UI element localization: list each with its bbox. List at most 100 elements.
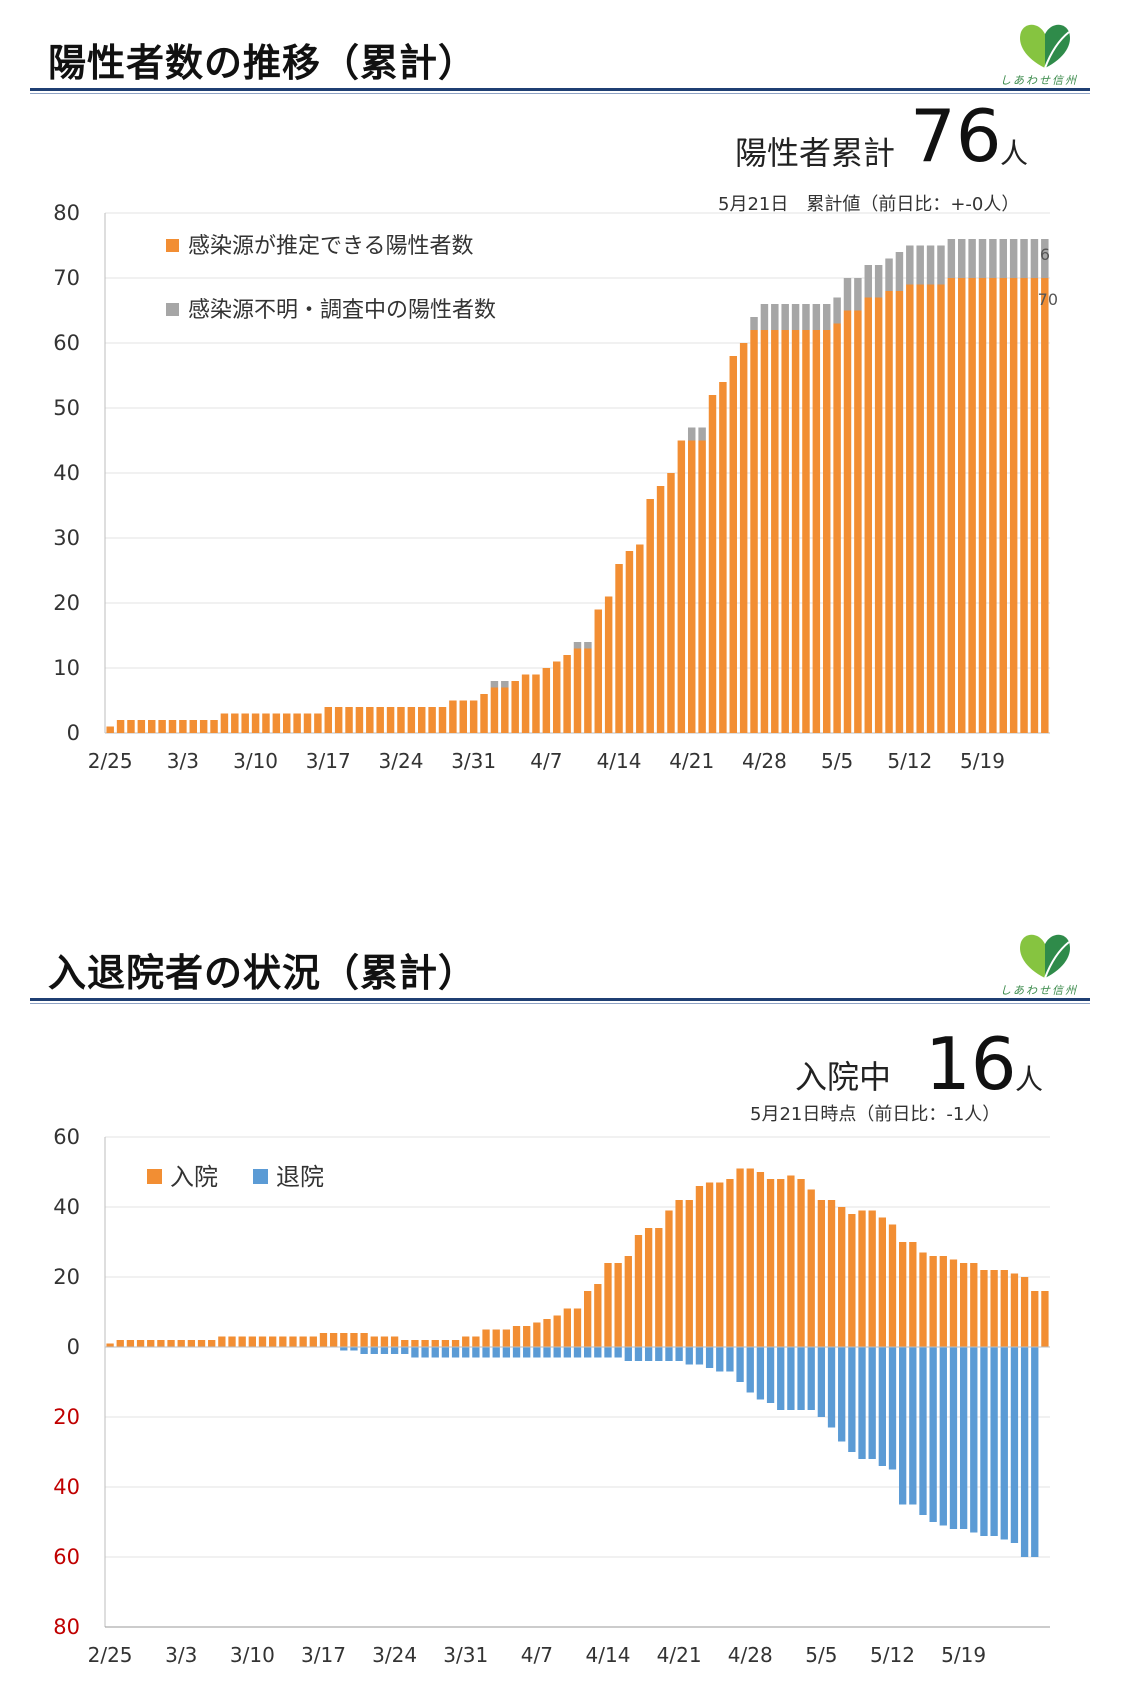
bar-hospitalized xyxy=(594,1284,602,1347)
bar-discharged xyxy=(980,1347,988,1536)
bar-discharged xyxy=(350,1347,358,1351)
bar-unknown-source xyxy=(750,317,758,330)
bar-hospitalized xyxy=(299,1336,307,1347)
data-label-known-last: 70 xyxy=(1038,290,1058,309)
bar-discharged xyxy=(472,1347,480,1358)
bar-discharged xyxy=(838,1347,846,1442)
page-title: 陽性者数の推移（累計） xyxy=(48,41,478,85)
x-tick-label: 4/7 xyxy=(530,749,562,773)
bar-known-source xyxy=(771,330,779,733)
bar-hospitalized xyxy=(482,1329,490,1347)
bar-unknown-source xyxy=(573,642,582,649)
bar-known-source xyxy=(293,713,301,733)
bar-known-source xyxy=(1030,278,1039,733)
bar-unknown-source xyxy=(989,239,997,278)
bar-discharged xyxy=(533,1347,541,1358)
bar-hospitalized xyxy=(716,1182,724,1347)
bar-unknown-source xyxy=(843,278,852,311)
bar-hospitalized xyxy=(502,1329,511,1347)
bar-unknown-source xyxy=(760,304,769,330)
bar-discharged xyxy=(888,1347,897,1470)
bar-hospitalized xyxy=(634,1235,643,1347)
bar-hospitalized xyxy=(451,1340,460,1347)
cumulative-unit: 人 xyxy=(1000,137,1029,170)
bar-hospitalized xyxy=(167,1340,175,1347)
bar-discharged xyxy=(858,1347,866,1459)
data-label-unknown-last: 6 xyxy=(1040,245,1050,264)
bar-discharged xyxy=(919,1347,927,1515)
bar-hospitalized xyxy=(309,1336,317,1347)
bar-hospitalized xyxy=(766,1179,775,1347)
bar-hospitalized xyxy=(980,1270,988,1347)
y-tick-label: 30 xyxy=(53,526,80,550)
inpatient-unit: 人 xyxy=(1015,1063,1044,1096)
bar-discharged xyxy=(766,1347,775,1403)
bar-unknown-source xyxy=(490,681,499,688)
bar-discharged xyxy=(360,1347,368,1354)
x-tick-label: 3/24 xyxy=(372,1643,417,1667)
bar-unknown-source xyxy=(1030,239,1039,278)
bar-hospitalized xyxy=(970,1263,978,1347)
bar-discharged xyxy=(655,1347,663,1361)
bar-hospitalized xyxy=(726,1179,734,1347)
x-tick-label: 3/3 xyxy=(167,749,199,773)
bar-known-source xyxy=(1009,278,1018,733)
bar-known-source xyxy=(386,707,395,733)
bar-discharged xyxy=(970,1347,978,1533)
bar-known-source xyxy=(906,284,914,733)
bar-hospitalized xyxy=(939,1256,947,1347)
bar-hospitalized xyxy=(390,1336,399,1347)
bar-hospitalized xyxy=(157,1340,165,1347)
legend-label-known: 感染源が推定できる陽性者数 xyxy=(188,234,474,259)
bar-hospitalized xyxy=(736,1168,744,1347)
leaf-logo-icon-2 xyxy=(1015,928,1075,984)
bar-discharged xyxy=(848,1347,856,1452)
bar-known-source xyxy=(822,330,831,733)
bar-known-source xyxy=(584,648,592,733)
bar-unknown-source xyxy=(874,265,883,298)
bar-discharged xyxy=(462,1347,470,1358)
bar-known-source xyxy=(791,330,800,733)
bar-known-source xyxy=(926,284,935,733)
bar-known-source xyxy=(573,648,582,733)
bar-hospitalized xyxy=(106,1343,114,1347)
bar-known-source xyxy=(916,284,924,733)
y-tick-label: 20 xyxy=(53,1405,80,1429)
y-tick-label: 60 xyxy=(53,1125,80,1149)
y-tick-label: 50 xyxy=(53,396,80,420)
bar-discharged xyxy=(431,1347,439,1358)
bar-discharged xyxy=(1010,1347,1019,1543)
x-tick-label: 5/5 xyxy=(805,1643,837,1667)
bar-known-source xyxy=(324,707,333,733)
bar-discharged xyxy=(899,1347,907,1505)
title-divider-thin-2 xyxy=(30,1003,1090,1004)
bar-discharged xyxy=(675,1347,683,1361)
bar-discharged xyxy=(959,1347,968,1529)
bar-known-source xyxy=(480,694,488,733)
bar-hospitalized xyxy=(563,1308,571,1347)
inpatient-label: 入院中 xyxy=(795,1058,892,1096)
bar-hospitalized xyxy=(899,1242,907,1347)
bar-hospitalized xyxy=(269,1336,277,1347)
bar-discharged xyxy=(990,1347,998,1536)
bar-discharged xyxy=(726,1347,734,1372)
bar-known-source xyxy=(677,440,686,733)
bar-discharged xyxy=(827,1347,836,1428)
bar-known-source xyxy=(137,720,146,733)
bar-unknown-source xyxy=(1020,239,1028,278)
bar-known-source xyxy=(812,330,821,733)
logo-caption: しあわせ信州 xyxy=(1000,74,1078,87)
bar-known-source xyxy=(521,674,530,733)
legend-swatch-hospitalized xyxy=(147,1169,162,1184)
bar-known-source xyxy=(189,720,198,733)
title-divider-2 xyxy=(30,998,1090,1001)
bar-unknown-source xyxy=(781,304,789,330)
bar-hospitalized xyxy=(329,1333,338,1347)
bar-hospitalized xyxy=(319,1333,328,1347)
bar-known-source xyxy=(428,707,436,733)
bar-known-source xyxy=(937,284,945,733)
bar-hospitalized xyxy=(441,1340,450,1347)
bar-hospitalized xyxy=(228,1336,236,1347)
bar-hospitalized xyxy=(929,1256,937,1347)
bar-known-source xyxy=(231,713,239,733)
